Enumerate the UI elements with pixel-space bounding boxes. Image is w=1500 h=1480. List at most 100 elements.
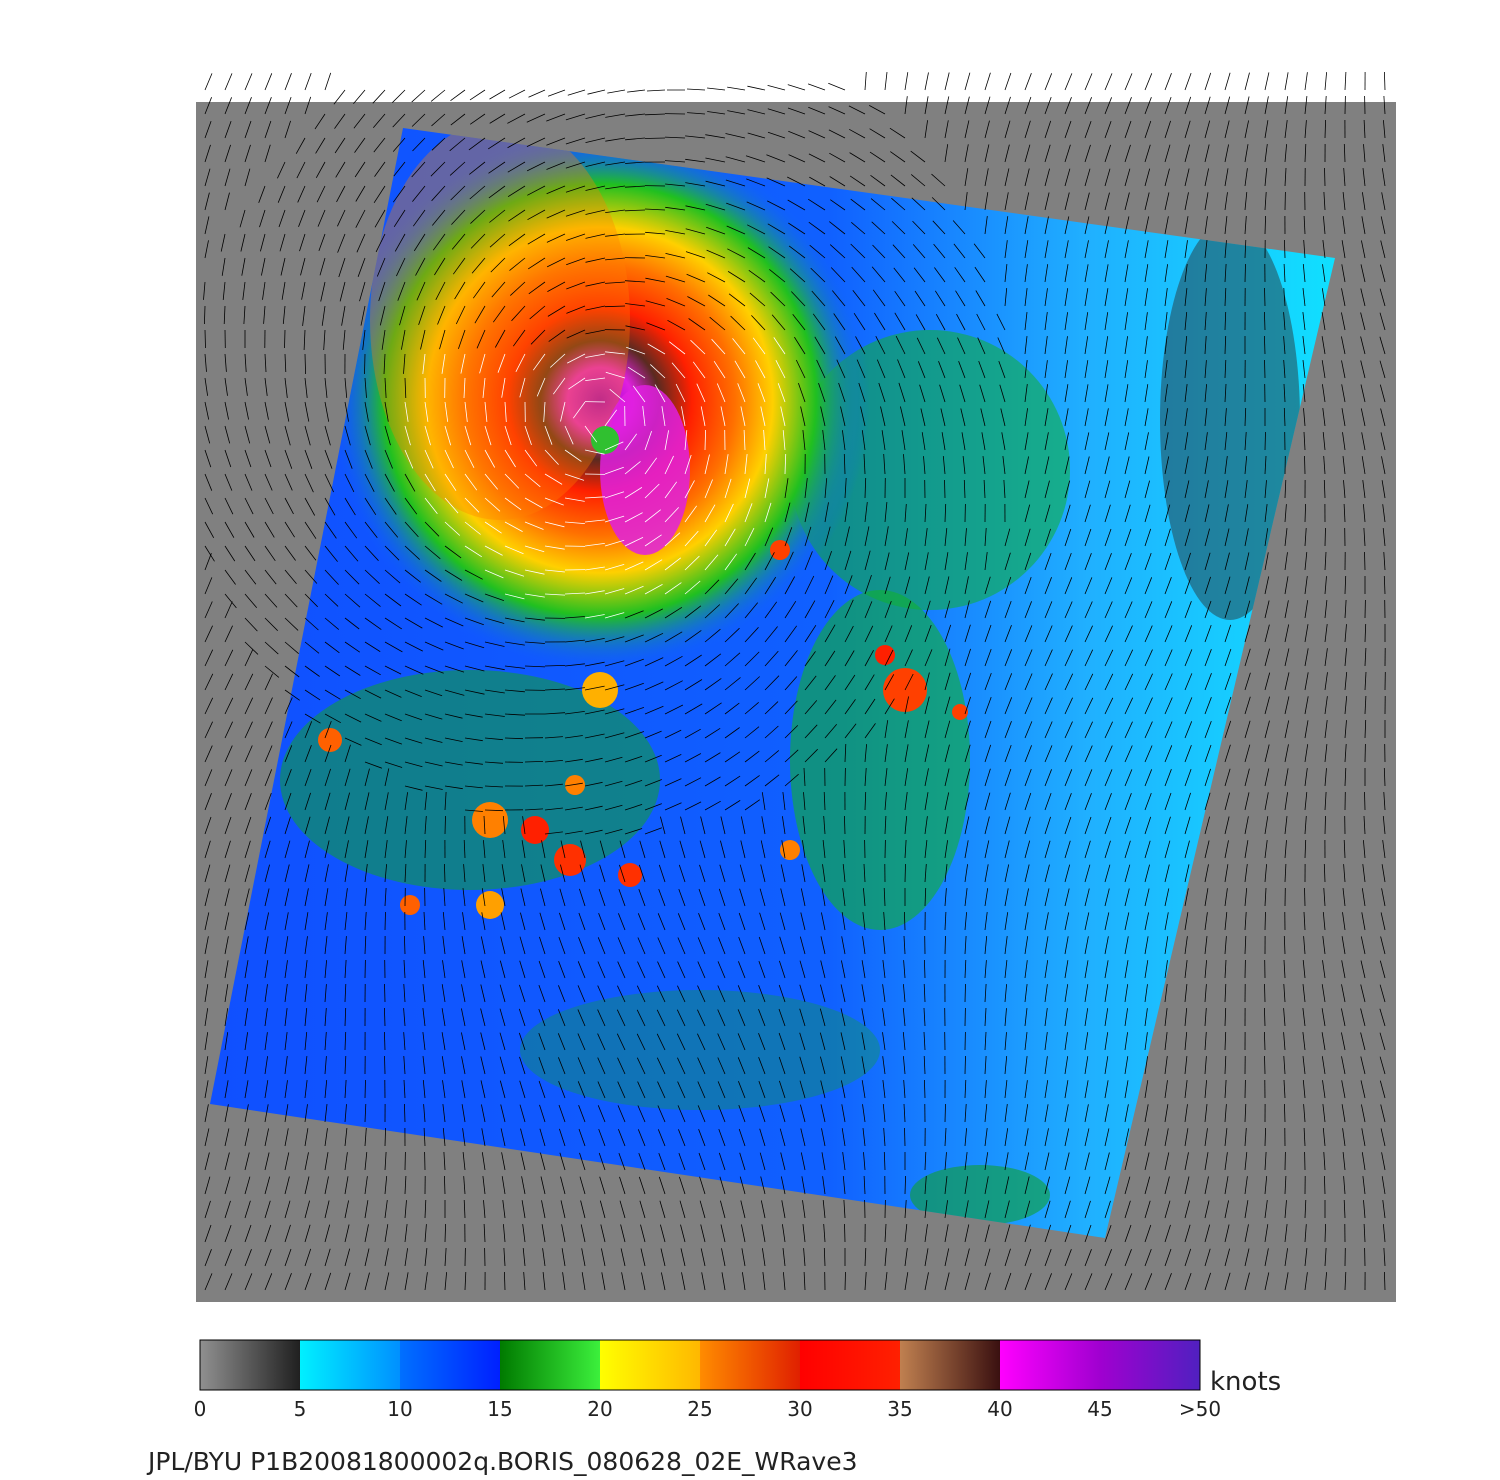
wind-vector <box>560 401 566 422</box>
wind-vector <box>279 233 286 252</box>
wind-vector <box>304 1008 308 1027</box>
wind-vector <box>584 566 605 571</box>
wind-vector <box>244 144 251 163</box>
wind-vector <box>944 144 949 163</box>
wind-vector <box>944 648 951 667</box>
wind-vector <box>700 1224 706 1243</box>
wind-vector <box>244 1249 252 1267</box>
wind-vector <box>1184 1272 1192 1291</box>
wind-vector <box>1204 600 1212 619</box>
wind-vector <box>364 425 371 446</box>
wind-vector <box>403 1032 406 1051</box>
wind-vector <box>644 509 661 523</box>
wind-vector <box>996 313 1006 331</box>
wind-vector <box>884 72 888 91</box>
wind-vector <box>1380 1128 1386 1147</box>
wind-vector <box>524 617 545 621</box>
wind-vector <box>684 505 698 523</box>
wind-vector <box>679 840 686 859</box>
wind-vector <box>375 233 386 253</box>
wind-vector <box>780 1152 786 1171</box>
wind-vector <box>204 97 212 115</box>
wind-vector <box>600 1224 606 1243</box>
wind-vector <box>644 113 666 116</box>
wind-vector <box>862 1128 866 1147</box>
wind-vector <box>1184 1248 1192 1267</box>
wind-vector <box>1184 912 1189 931</box>
wind-vector <box>264 449 272 468</box>
wind-vector <box>684 801 702 811</box>
wind-vector <box>678 888 686 907</box>
wind-vector <box>1283 1032 1286 1051</box>
wind-vector <box>1284 768 1289 787</box>
wind-vector <box>617 985 626 1003</box>
wind-vector <box>542 1272 546 1291</box>
wind-vector <box>424 473 436 492</box>
wind-vector <box>364 1152 368 1171</box>
wind-vector <box>1000 408 1006 427</box>
wind-vector <box>884 1248 887 1267</box>
wind-vector <box>880 406 886 427</box>
wind-vector <box>1304 1272 1308 1291</box>
wind-vector <box>803 792 806 811</box>
wind-vector <box>1044 840 1051 859</box>
wind-vector <box>526 137 546 147</box>
wind-vector <box>1303 431 1306 451</box>
wind-vector <box>204 1176 211 1195</box>
wind-vector <box>568 377 586 390</box>
wind-vector <box>605 113 626 118</box>
wind-vector <box>1004 1008 1007 1027</box>
wind-vector <box>384 1248 389 1267</box>
wind-vector <box>957 337 966 355</box>
wind-vector <box>1324 1272 1327 1291</box>
wind-vector <box>401 329 406 350</box>
wind-vector <box>698 1152 706 1171</box>
wind-vector <box>904 1248 908 1267</box>
wind-vector <box>461 984 466 1003</box>
wind-vector <box>744 503 753 523</box>
wind-vector <box>585 137 606 143</box>
wind-vector <box>831 290 846 307</box>
wind-vector <box>697 1033 706 1051</box>
wind-vector <box>1361 1128 1366 1147</box>
wind-vector <box>224 168 231 187</box>
wind-vector <box>1084 480 1091 499</box>
wind-vector <box>1343 864 1346 883</box>
wind-vector <box>344 665 361 676</box>
wind-vector <box>1204 311 1207 331</box>
wind-vector <box>519 960 526 979</box>
wind-vector <box>404 401 409 422</box>
wind-vector <box>688 318 706 331</box>
wind-vector <box>1204 480 1209 499</box>
wind-vector <box>977 337 986 355</box>
wind-vector <box>364 1103 367 1123</box>
wind-vector <box>344 744 351 763</box>
wind-vector <box>1164 792 1172 811</box>
wind-vector <box>284 1200 291 1219</box>
wind-vector <box>264 816 272 835</box>
wind-vector <box>502 816 506 835</box>
wind-vector <box>1084 528 1092 547</box>
wind-vector <box>821 912 826 931</box>
wind-vector <box>913 267 926 283</box>
wind-vector <box>224 1008 229 1027</box>
wind-vector <box>1283 983 1286 1003</box>
wind-vector <box>1124 192 1130 211</box>
wind-vector <box>1264 144 1268 163</box>
wind-vector <box>964 72 971 91</box>
wind-vector <box>364 617 382 630</box>
wind-vector <box>884 768 888 787</box>
wind-vector <box>1004 768 1012 787</box>
wind-vector <box>780 1176 786 1195</box>
wind-vector <box>204 1273 213 1291</box>
wind-vector <box>1341 408 1346 427</box>
wind-vector <box>711 338 726 355</box>
wind-vector <box>344 1079 347 1099</box>
wind-vector <box>1104 793 1112 811</box>
wind-vector <box>1344 743 1347 763</box>
wind-vector <box>1342 216 1346 235</box>
wind-vector <box>204 1080 209 1099</box>
wind-vector <box>424 425 431 446</box>
wind-vector <box>1283 1055 1286 1075</box>
wind-vector <box>665 253 686 259</box>
